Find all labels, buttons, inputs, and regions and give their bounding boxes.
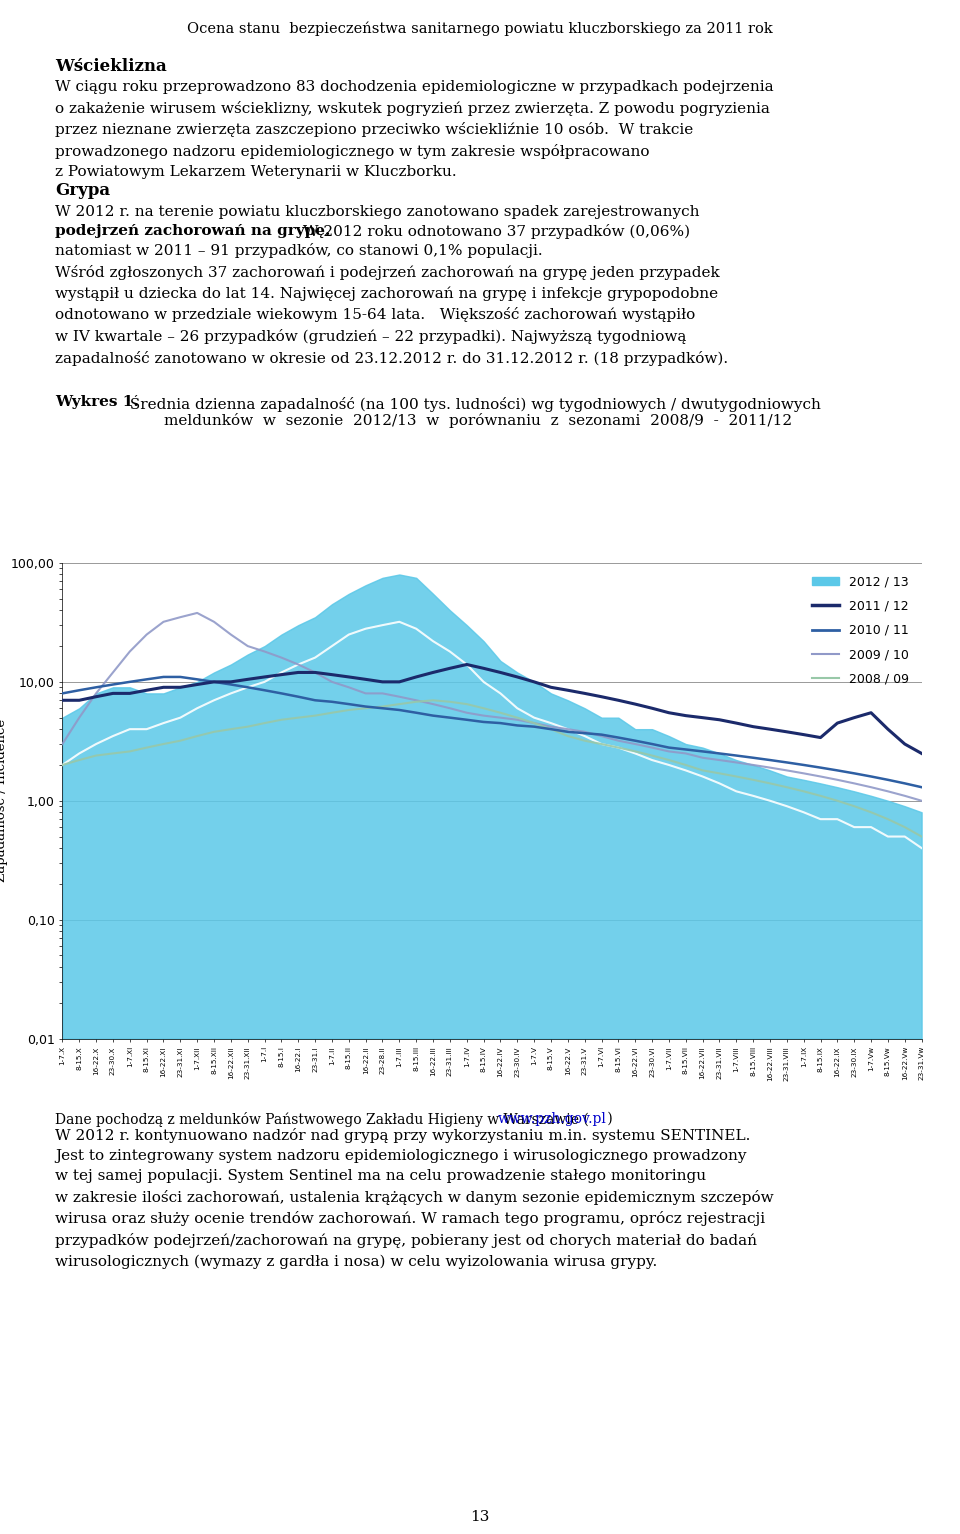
Text: 13: 13 (470, 1509, 490, 1523)
Legend: 2012 / 13, 2011 / 12, 2010 / 11, 2009 / 10, 2008 / 09: 2012 / 13, 2011 / 12, 2010 / 11, 2009 / … (805, 569, 915, 692)
Text: natomiast w 2011 – 91 przypadków, co stanowi 0,1% populacji.: natomiast w 2011 – 91 przypadków, co sta… (55, 242, 542, 258)
Text: Ocena stanu  bezpieczeństwa sanitarnego powiatu kluczborskiego za 2011 rok: Ocena stanu bezpieczeństwa sanitarnego p… (187, 21, 773, 37)
Text: Średnia dzienna zapadalność (na 100 tys. ludności) wg tygodniowych / dwutygodnio: Średnia dzienna zapadalność (na 100 tys.… (125, 394, 821, 413)
Text: meldunków  w  sezonie  2012/13  w  porównaniu  z  sezonami  2008/9  -  2011/12: meldunków w sezonie 2012/13 w porównaniu… (125, 413, 792, 428)
Text: ): ) (603, 1112, 612, 1126)
Text: Dane pochodzą z meldunków Państwowego Zakładu Higieny w Warszawie (: Dane pochodzą z meldunków Państwowego Za… (55, 1112, 588, 1127)
Text: W 2012 r. kontynuowano nadzór nad grypą przy wykorzystaniu m.in. systemu SENTINE: W 2012 r. kontynuowano nadzór nad grypą … (55, 1127, 774, 1269)
Text: Grypa: Grypa (55, 183, 110, 199)
Text: Wścieklizna: Wścieklizna (55, 58, 167, 75)
Y-axis label: Zapadalnŏść / Incidence: Zapadalnŏść / Incidence (0, 719, 8, 882)
Text: podejrzeń zachorowań na grypę.: podejrzeń zachorowań na grypę. (55, 224, 330, 238)
Text: Wśród zgłoszonych 37 zachorowań i podejrzeń zachorowań na grypę jeden przypadek
: Wśród zgłoszonych 37 zachorowań i podejr… (55, 265, 728, 365)
Text: Wykres 1.: Wykres 1. (55, 394, 139, 410)
Text: W ciągu roku przeprowadzono 83 dochodzenia epidemiologiczne w przypadkach podejr: W ciągu roku przeprowadzono 83 dochodzen… (55, 80, 774, 179)
Text: W 2012 roku odnotowano 37 przypadków (0,06%): W 2012 roku odnotowano 37 przypadków (0,… (298, 224, 690, 239)
Text: W 2012 r. na terenie powiatu kluczborskiego zanotowano spadek zarejestrowanych: W 2012 r. na terenie powiatu kluczborski… (55, 206, 700, 219)
Text: www.pzh.gov.pl: www.pzh.gov.pl (498, 1112, 607, 1126)
